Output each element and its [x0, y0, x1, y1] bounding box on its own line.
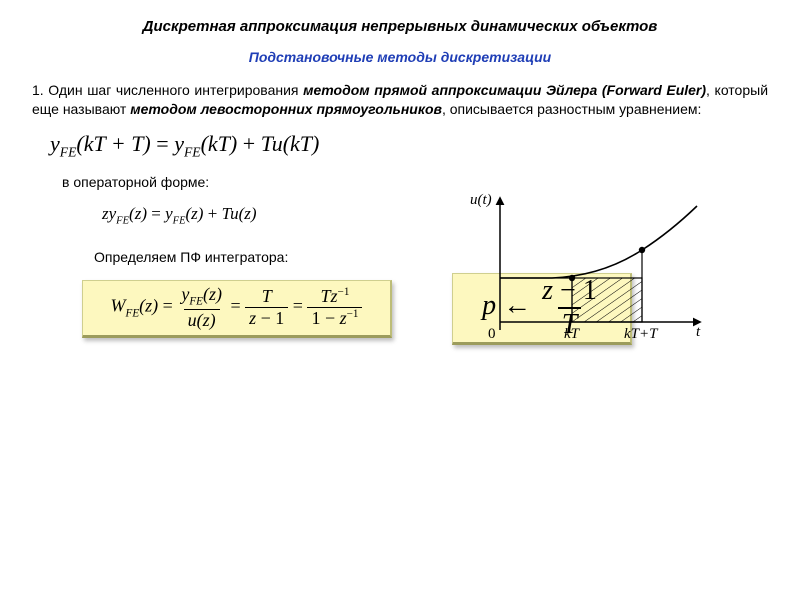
eq1-eq: = — [151, 131, 174, 156]
paragraph-1: 1. Один шаг численного интегрирования ме… — [32, 81, 768, 119]
eq2-y2: y — [165, 204, 173, 223]
eq2-arg1: (z) — [129, 204, 147, 223]
para-method2: методом левосторонних прямоугольников — [130, 101, 442, 117]
eq1-y2: y — [174, 131, 184, 156]
wfe-f1n-arg: (z) — [203, 284, 222, 304]
wfe-frac1: yFE(z) u(z) — [177, 285, 226, 330]
note-operator-form: в операторной форме: — [62, 174, 432, 190]
equation-difference: yFE(kT + T) = yFE(kT) + Tu(kT) — [50, 131, 768, 160]
wfe-f1n-sub: FE — [189, 296, 203, 308]
eq1-sub1: FE — [60, 144, 77, 159]
graph-zero: 0 — [488, 326, 496, 343]
wfe-f3d-m: − — [320, 308, 339, 328]
wfe-f2n: T — [258, 287, 276, 307]
eq1-plus: + — [237, 131, 260, 156]
eq1-rhs2: (kT) — [283, 131, 320, 156]
eq1-rhs1: (kT) — [201, 131, 238, 156]
eq2-z: z — [102, 204, 109, 223]
equation-operator: zyFE(z) = yFE(z) + Tu(z) — [102, 204, 432, 226]
wfe-sub: FE — [126, 307, 140, 319]
wfe-f3n-T: T — [321, 286, 331, 306]
eq2-Tu: Tu — [222, 204, 239, 223]
page-title: Дискретная аппроксимация непрерывных дин… — [32, 18, 768, 35]
eq2-arg3: (z) — [239, 204, 257, 223]
para-method1: методом прямой аппроксимации Эйлера (For… — [303, 82, 706, 98]
wfe-frac3: Tz−1 1 − z−1 — [307, 287, 362, 328]
wfe-eq3: = — [293, 296, 308, 316]
wfe-f3d-z: z — [340, 308, 347, 328]
eq2-sub1: FE — [116, 216, 129, 227]
wfe-argz: (z) — [139, 296, 158, 316]
wfe-eq1: = — [163, 296, 178, 316]
para-tail: , описывается разностным уравнением: — [442, 101, 701, 117]
graph-forward-euler: u(t) 0 kT kT+T t — [452, 192, 712, 352]
wfe-eq2: = — [230, 296, 245, 316]
wfe-W: W — [111, 296, 126, 316]
eq1-y1: y — [50, 131, 60, 156]
graph-ulabel-text: u(t) — [470, 192, 492, 208]
formula-wfe: WFE(z) = yFE(z) u(z) = T z − 1 = Tz−1 1 … — [82, 280, 392, 338]
graph-kTT: kT+T — [624, 326, 657, 343]
wfe-f3n-z: z — [331, 286, 338, 306]
wfe-frac2: T z − 1 — [245, 287, 288, 328]
graph-t: t — [696, 324, 700, 341]
wfe-f1d-u: u — [188, 310, 197, 330]
eq1-sub2: FE — [184, 144, 201, 159]
eq1-lhs-arg: (kT + T) — [76, 131, 150, 156]
graph-kT: kT — [564, 326, 579, 343]
wfe-f3n-pow: −1 — [338, 286, 350, 298]
graph-ulabel: u(t) — [470, 192, 492, 209]
eq1-Tu: Tu — [261, 131, 283, 156]
wfe-f1d-arg: (z) — [197, 310, 216, 330]
eq2-arg2: (z) — [186, 204, 204, 223]
eq2-plus: + — [203, 204, 221, 223]
page-subtitle: Подстановочные методы дискретизации — [32, 49, 768, 65]
wfe-f2d-1: 1 — [275, 308, 284, 328]
eq2-sub2: FE — [173, 216, 186, 227]
wfe-f3d-pow: −1 — [347, 308, 359, 320]
para-lead: 1. Один шаг численного интегрирования — [32, 82, 303, 98]
eq2-eq: = — [147, 204, 165, 223]
wfe-f2d-m: − — [256, 308, 275, 328]
